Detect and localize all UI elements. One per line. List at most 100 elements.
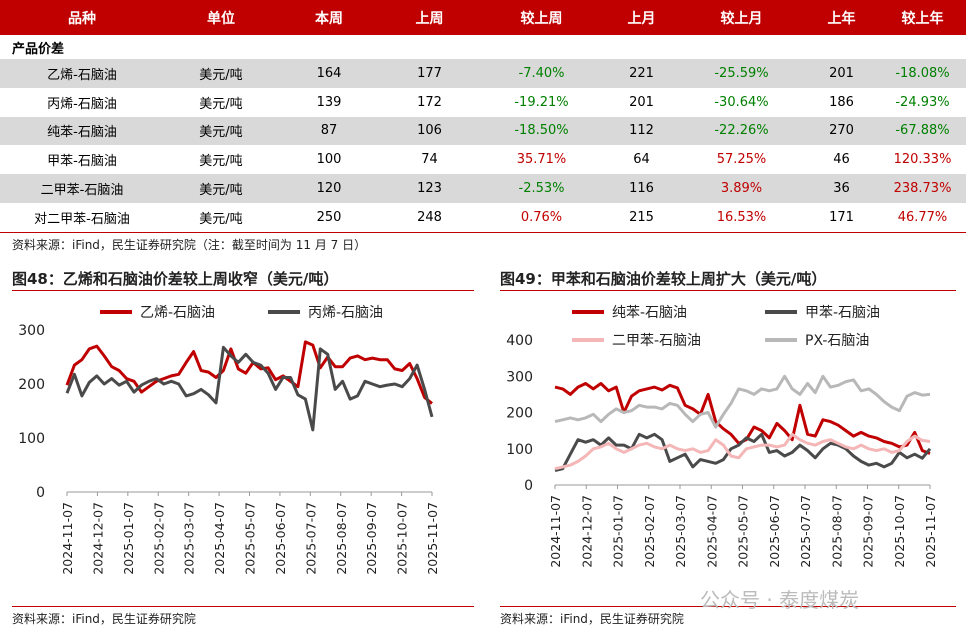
col-header: 较上年: [879, 0, 966, 35]
x-tick-label: 2025-03-07: [673, 495, 688, 568]
figure48-source: 资料来源：iFind，民生证券研究院: [12, 612, 196, 626]
x-tick-label: 2025-07-07: [798, 495, 813, 568]
cell-mom: -30.64%: [714, 94, 769, 110]
cell-unit: 美元/吨: [199, 154, 243, 170]
cell-unit: 美元/吨: [164, 174, 278, 203]
x-tick-label: 2025-09-07: [364, 502, 379, 575]
x-tick-label: 2024-11-07: [548, 495, 563, 568]
x-tick-label: 2025-11-07: [425, 502, 440, 575]
cell-yoy: -24.93%: [895, 94, 950, 110]
x-tick-label: 2025-05-07: [736, 495, 751, 568]
cell-this-week: 250: [278, 202, 380, 233]
table-source: 资料来源：iFind，民生证券研究院（注：截至时间为 11 月 7 日）: [12, 238, 367, 252]
cell-unit: 美元/吨: [164, 116, 278, 146]
series-line: [554, 432, 931, 471]
y-tick-label: 0: [524, 478, 533, 494]
x-tick-label: 2025-11-07: [923, 495, 938, 568]
cell-last-month: 221: [604, 59, 679, 88]
cell-yoy: -18.08%: [879, 59, 966, 88]
table-header: 品种 单位 本周 上周 较上周 上月 较上月 上年 较上年: [0, 0, 966, 35]
col-header: 本周: [278, 0, 380, 35]
cell-wow: 0.76%: [479, 202, 604, 233]
figure49-source: 资料来源：iFind，民生证券研究院: [500, 612, 684, 626]
x-tick-label: 2025-04-07: [212, 502, 227, 575]
cell-name: 纯苯-石脑油: [0, 116, 164, 146]
x-tick-label: 2025-09-07: [861, 495, 876, 568]
cell-last-week: 123: [380, 174, 479, 203]
cell-yoy: 238.73%: [879, 174, 966, 203]
cell-wow: 35.71%: [516, 152, 567, 168]
legend-label: 二甲苯-石脑油: [612, 332, 701, 349]
x-tick-label: 2025-08-07: [334, 502, 349, 575]
col-header: 品种: [0, 0, 164, 35]
cell-name: 乙烯-石脑油: [0, 59, 164, 88]
cell-yoy: 46.77%: [879, 202, 966, 233]
x-tick-label: 2024-11-07: [60, 502, 75, 575]
watermark: 公众号 · 泰度煤炭: [700, 588, 860, 612]
table-row: 丙烯-石脑油 美元/吨 139 172 -19.21% 201 -30.64% 186 -24.…: [0, 88, 966, 117]
cell-last-year: 201: [804, 59, 879, 88]
col-header: 上月: [604, 0, 679, 35]
cell-mom: -22.26%: [679, 116, 804, 146]
cell-last-month: 64: [633, 152, 650, 168]
col-header: 较上月: [679, 0, 804, 35]
series-line: [65, 345, 434, 432]
figure49-title: 图49：甲苯和石脑油价差较上周扩大（美元/吨）: [500, 270, 827, 288]
legend-label: PX-石脑油: [805, 333, 869, 349]
cell-name: 丙烯-石脑油: [47, 96, 117, 112]
x-tick-label: 2025-01-07: [611, 495, 626, 568]
cell-last-year: 270: [804, 116, 879, 146]
x-tick-label: 2025-02-07: [151, 502, 166, 575]
cell-wow: -7.40%: [479, 59, 604, 88]
x-tick-label: 2024-12-07: [579, 495, 594, 568]
y-tick-label: 300: [18, 323, 45, 339]
x-tick-label: 2025-06-07: [273, 502, 288, 575]
table-row: 乙烯-石脑油 美元/吨 164 177 -7.40% 221 -25.59% 201 -18.0…: [0, 59, 966, 88]
cell-unit: 美元/吨: [164, 202, 278, 233]
legend-label: 乙烯-石脑油: [140, 305, 215, 321]
cell-wow: -18.50%: [479, 116, 604, 146]
col-header: 上年: [804, 0, 879, 35]
cell-mom: 57.25%: [716, 152, 767, 168]
cell-unit: 美元/吨: [199, 96, 243, 112]
cell-wow: -19.21%: [514, 94, 569, 110]
section-label: 产品价差: [12, 41, 65, 57]
table-row: 甲苯-石脑油 美元/吨 100 74 35.71% 64 57.25% 46 120.33%: [0, 145, 966, 174]
figure48-title: 图48：乙烯和石脑油价差较上周收窄（美元/吨）: [12, 270, 339, 288]
cell-unit: 美元/吨: [164, 59, 278, 88]
x-tick-label: 2025-03-07: [182, 502, 197, 575]
col-header: 单位: [164, 0, 278, 35]
y-tick-label: 200: [18, 377, 45, 393]
x-tick-label: 2025-02-07: [642, 495, 657, 568]
cell-name: 二甲苯-石脑油: [0, 174, 164, 203]
legend-label: 丙烯-石脑油: [308, 305, 383, 321]
cell-this-week: 120: [278, 174, 380, 203]
y-tick-label: 300: [506, 369, 533, 385]
cell-last-week: 177: [380, 59, 479, 88]
y-tick-label: 400: [506, 333, 533, 349]
y-tick-label: 200: [506, 406, 533, 422]
cell-last-month: 215: [604, 202, 679, 233]
cell-yoy: -67.88%: [879, 116, 966, 146]
cell-wow: -2.53%: [479, 174, 604, 203]
y-tick-label: 100: [506, 442, 533, 458]
table-row: 二甲苯-石脑油 美元/吨 120 123 -2.53% 116 3.89% 36 238.73%: [0, 174, 966, 203]
cell-last-month: 201: [629, 94, 654, 110]
cell-this-week: 164: [278, 59, 380, 88]
figure49-rule: [500, 290, 956, 291]
spread-table: 品种 单位 本周 上周 较上周 上月 较上月 上年 较上年 产品价差 乙烯-石脑…: [0, 0, 966, 233]
cell-mom: -25.59%: [679, 59, 804, 88]
col-header: 上周: [380, 0, 479, 35]
cell-name: 甲苯-石脑油: [47, 154, 117, 170]
figure48-rule: [12, 290, 474, 291]
cell-last-week: 248: [380, 202, 479, 233]
x-tick-label: 2025-01-07: [121, 502, 136, 575]
legend-label: 甲苯-石脑油: [805, 304, 880, 321]
cell-last-year: 171: [804, 202, 879, 233]
series-line: [65, 340, 433, 405]
cell-yoy: 120.33%: [893, 152, 952, 168]
series-line: [554, 432, 932, 472]
cell-mom: 3.89%: [679, 174, 804, 203]
col-header: 较上周: [479, 0, 604, 35]
